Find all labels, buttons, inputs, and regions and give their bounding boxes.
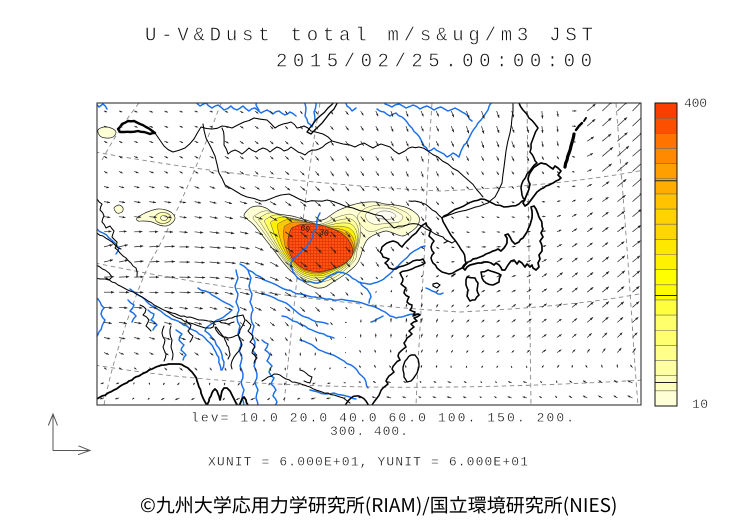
svg-text:10: 10: [692, 397, 708, 412]
svg-text:lev= 10.0 20.0 40.0 60.0 100.: lev= 10.0 20.0 40.0 60.0 100. 150. 200.: [191, 411, 574, 426]
svg-text:400: 400: [684, 96, 707, 111]
svg-text:U-V&Dust total m/s&ug/m3 JST: U-V&Dust total m/s&ug/m3 JST: [145, 25, 593, 47]
svg-text:2015/02/25.00:00:00: 2015/02/25.00:00:00: [276, 51, 592, 73]
svg-text:XUNIT = 6.000E+01, YUNIT = 6.0: XUNIT = 6.000E+01, YUNIT = 6.000E+01: [208, 455, 528, 470]
svg-text:300. 400.: 300. 400.: [330, 424, 408, 439]
